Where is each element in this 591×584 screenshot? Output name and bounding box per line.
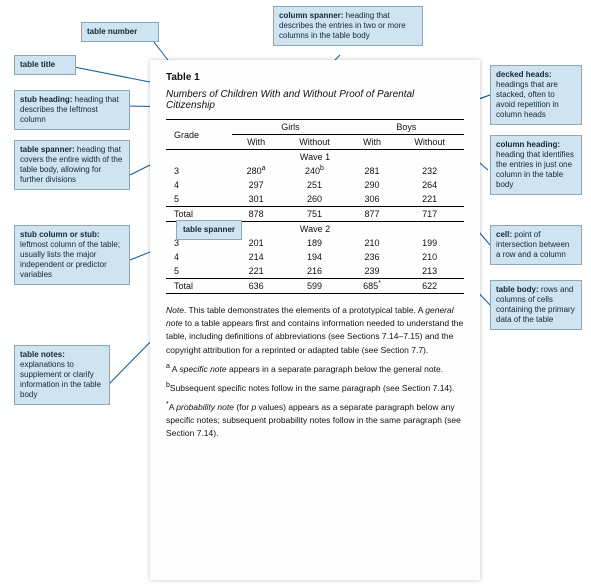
col-without: Without	[280, 135, 349, 150]
table-row: 5 301260 306221	[166, 192, 464, 207]
callout-table-title: table title	[14, 55, 76, 75]
stub-heading: Grade	[166, 120, 232, 150]
callout-column-spanner: column spanner: heading that describes t…	[273, 6, 423, 46]
table-row: 4 297251 290264	[166, 178, 464, 192]
data-table: Grade Girls Boys With Without With Witho…	[166, 119, 464, 294]
table-row: 3 280a 240b 281232	[166, 164, 464, 178]
table-row: 4 214194 236210	[166, 250, 464, 264]
col-with: With	[232, 135, 280, 150]
wave2-spanner: Wave 2 table spanner	[166, 222, 464, 237]
wave1-spanner: Wave 1	[166, 150, 464, 165]
callout-table-number: table number	[81, 22, 159, 42]
callout-stub-heading: stub heading: heading that describes the…	[14, 90, 130, 130]
callout-inner-spanner: table spanner	[176, 220, 242, 240]
col-without: Without	[395, 135, 464, 150]
callout-column-heading: column heading: heading that identifies …	[490, 135, 582, 195]
callout-stub-column: stub column or stub: leftmost column of …	[14, 225, 130, 285]
document-page: Table 1 Numbers of Children With and Wit…	[150, 60, 480, 580]
total-row: Total 636599 685* 622	[166, 279, 464, 294]
callout-table-notes: table notes: explanations to supplement …	[14, 345, 110, 405]
callout-table-spanner: table spanner: heading that covers the e…	[14, 140, 130, 190]
table-number: Table 1	[166, 72, 464, 83]
callout-decked-heads: decked heads: headings that are stacked,…	[490, 65, 582, 125]
col-with: With	[349, 135, 395, 150]
table-title: Numbers of Children With and Without Pro…	[166, 89, 464, 111]
table-notes: Note. This table demonstrates the elemen…	[166, 304, 464, 441]
spanner-boys: Boys	[349, 120, 464, 135]
table-row: 5 221216 239213	[166, 264, 464, 279]
callout-cell: cell: point of intersection between a ro…	[490, 225, 582, 265]
spanner-girls: Girls	[232, 120, 349, 135]
callout-table-body: table body: rows and columns of cells co…	[490, 280, 582, 330]
